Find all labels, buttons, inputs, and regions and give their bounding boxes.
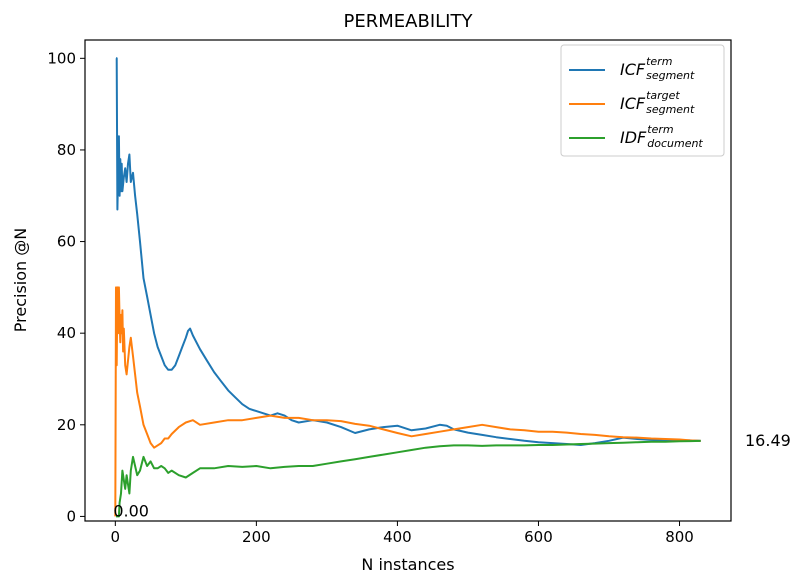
legend-superscript-1: term xyxy=(646,55,672,68)
x-tick-label: 600 xyxy=(524,528,553,546)
series-line-2 xyxy=(114,286,701,517)
annotations: 0.00 16.49 xyxy=(113,431,790,521)
y-axis: 0 20 40 60 80 100 xyxy=(47,49,85,525)
annotation-end: 16.49 xyxy=(745,431,791,450)
y-tick-label: 40 xyxy=(57,324,76,342)
legend-subscript-2: segment xyxy=(646,103,695,116)
chart-title: PERMEABILITY xyxy=(344,11,474,32)
series-line-1 xyxy=(115,57,701,446)
x-tick-label: 800 xyxy=(665,528,694,546)
legend-subscript-3: document xyxy=(647,137,703,150)
annotation-start: 0.00 xyxy=(113,501,149,520)
legend-subscript-1: segment xyxy=(646,69,695,82)
legend-label-1: ICF xyxy=(620,60,646,79)
legend-superscript-2: target xyxy=(646,89,680,102)
x-tick-label: 0 xyxy=(111,528,121,546)
legend-label-2: ICF xyxy=(620,94,646,113)
x-tick-label: 200 xyxy=(242,528,271,546)
x-axis-title: N instances xyxy=(361,555,454,574)
legend-box xyxy=(560,44,725,157)
y-tick-label: 0 xyxy=(66,507,76,525)
y-tick-label: 80 xyxy=(57,141,76,159)
plot-frame xyxy=(84,39,732,522)
legend-label-3: IDF xyxy=(620,128,647,147)
legend-superscript-3: term xyxy=(647,123,673,136)
y-tick-label: 100 xyxy=(47,49,76,67)
y-axis-title: Precision @N xyxy=(11,228,30,332)
y-tick-label: 60 xyxy=(57,233,76,251)
series-line-3 xyxy=(116,439,701,518)
x-axis: 0 200 400 600 800 xyxy=(111,521,694,546)
x-tick-label: 400 xyxy=(383,528,412,546)
y-tick-label: 20 xyxy=(57,416,76,434)
plot-lines xyxy=(114,57,701,518)
